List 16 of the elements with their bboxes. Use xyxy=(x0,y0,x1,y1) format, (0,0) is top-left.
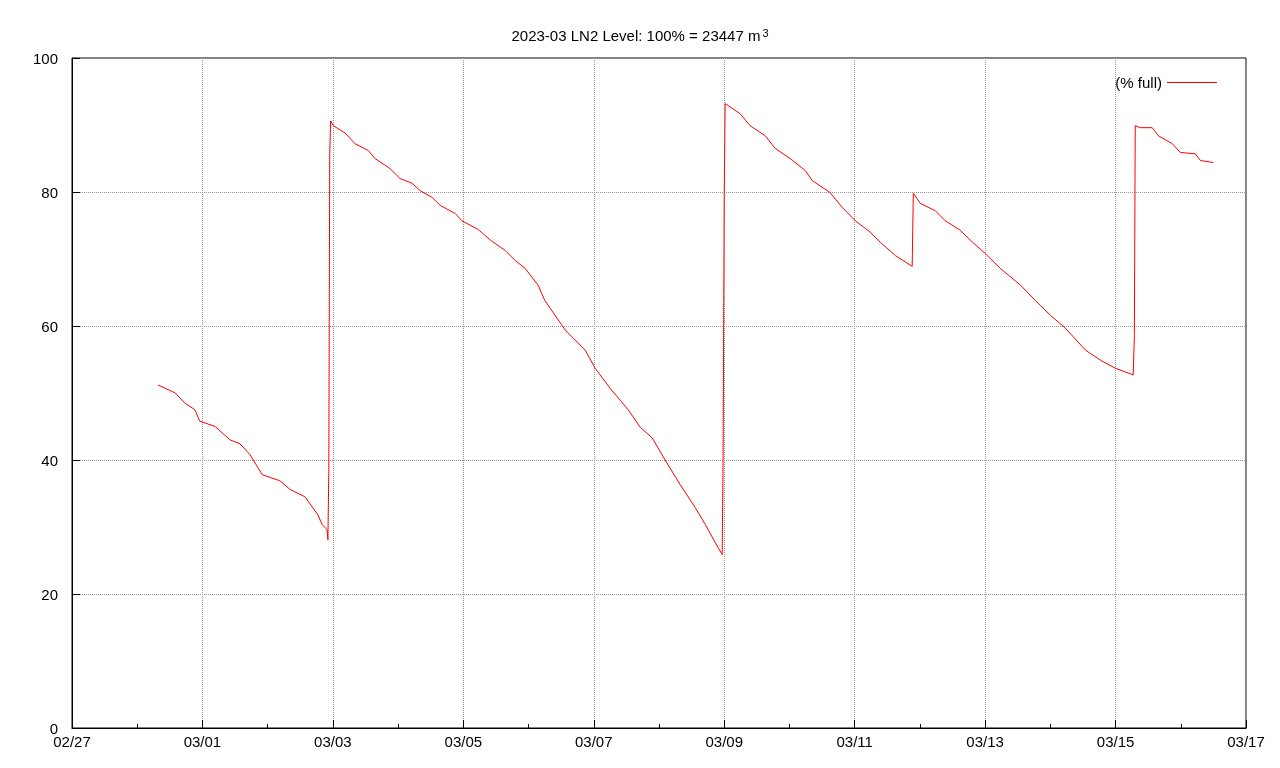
x-tick-label: 03/17 xyxy=(1227,733,1265,750)
x-tick-label: 03/07 xyxy=(575,733,613,750)
x-tick-label: 03/11 xyxy=(836,733,873,750)
legend-label: (% full) xyxy=(1115,74,1162,91)
x-tick-label: 03/01 xyxy=(183,733,222,750)
x-tick-label: 03/05 xyxy=(444,733,483,750)
y-tick-label: 40 xyxy=(41,451,58,469)
y-tick-label: 60 xyxy=(41,317,58,335)
line-series xyxy=(157,103,1214,555)
y-tick-label: 80 xyxy=(41,183,58,201)
y-tick-label: 20 xyxy=(41,585,58,603)
x-tick-label: 03/09 xyxy=(705,733,743,750)
x-tick-label: 03/03 xyxy=(314,733,352,750)
x-tick-label: 03/15 xyxy=(1096,733,1135,750)
x-tick-label: 03/13 xyxy=(966,733,1004,750)
y-tick-label: 100 xyxy=(32,49,58,67)
